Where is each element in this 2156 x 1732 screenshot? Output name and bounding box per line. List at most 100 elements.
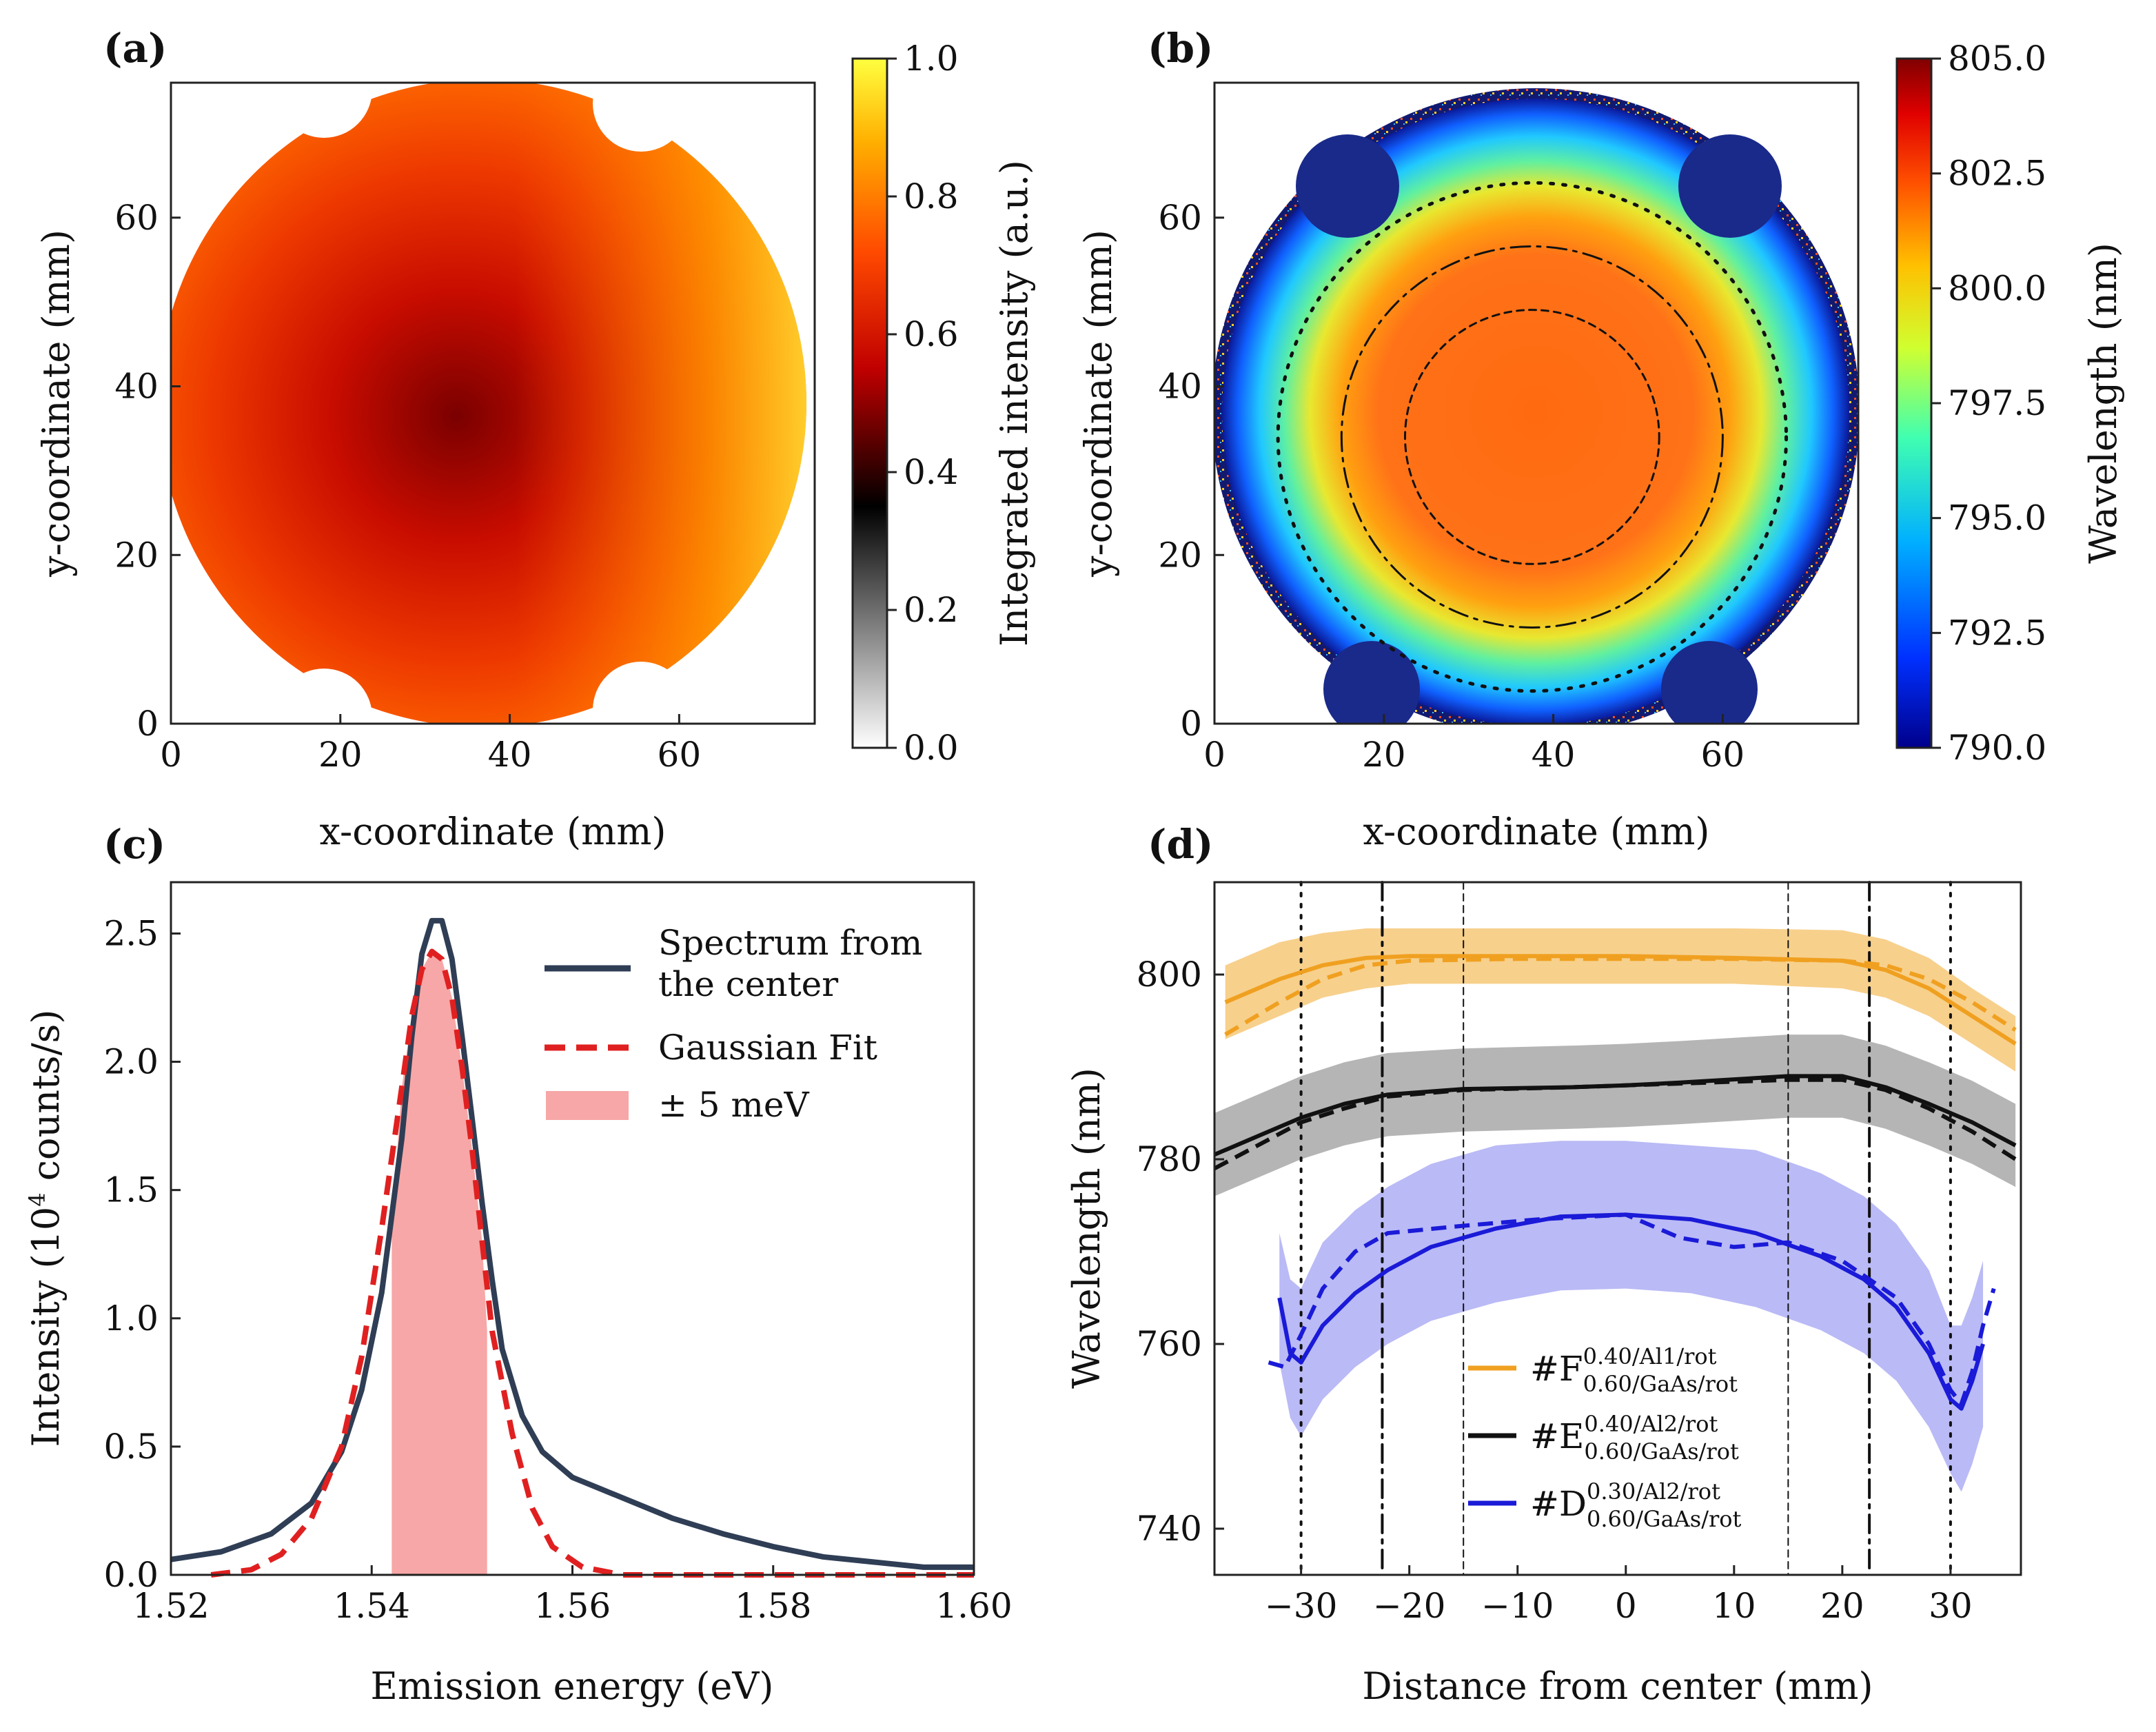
panel-b-notch bbox=[1323, 641, 1420, 724]
panel-c-ylabel: Intensity (104 counts/s) bbox=[24, 1010, 68, 1447]
y-tick-label: 0.0 bbox=[103, 1555, 159, 1595]
spectrum-line bbox=[170, 917, 974, 1570]
colorbar-tick-label: 800.0 bbox=[1948, 268, 2046, 308]
panel-d-legend: #F0.40/Al1/rot 0.60/GaAs/rot #E0.40/Al2/ro… bbox=[1468, 1343, 1742, 1532]
panel-d-ylabel: Wavelength (nm) bbox=[1065, 1068, 1108, 1389]
gaussian-fit-line bbox=[210, 948, 974, 1578]
colorbar-tick-label: 792.5 bbox=[1948, 613, 2046, 653]
colorbar-tick-label: 0.6 bbox=[904, 314, 959, 354]
panel-d-xlabel: Distance from center (mm) bbox=[1362, 1664, 1873, 1708]
y-tick-label: 800 bbox=[1137, 955, 1202, 995]
circle-dashed bbox=[1404, 309, 1660, 565]
y-tick-label: 0.5 bbox=[103, 1427, 159, 1467]
panel-a-colorbar-ticks: 0.0 0.2 0.4 0.6 0.8 1.0 bbox=[887, 39, 959, 768]
colorbar-tick-label: 795.0 bbox=[1948, 498, 2046, 538]
panel-c-ylabel-main: Intensity (10 bbox=[24, 1207, 68, 1447]
x-tick-label: 20 bbox=[1820, 1586, 1864, 1626]
x-tick-label: 1.54 bbox=[334, 1586, 410, 1626]
panel-b-xlabel: x-coordinate (mm) bbox=[1363, 810, 1709, 853]
y-tick-label: 780 bbox=[1137, 1139, 1202, 1179]
panel-b-colorbar-ticks: 790.0 792.5 795.0 797.5 800.0 802.5 805.0 bbox=[1931, 39, 2046, 768]
y-tick-label: 40 bbox=[114, 367, 159, 407]
panel-c-label: (c) bbox=[103, 821, 165, 868]
colorbar-tick-label: 0.8 bbox=[904, 176, 959, 216]
band-area bbox=[391, 951, 487, 1575]
panel-b: (b) 0 20 40 60 0 20 40 60 x-coordinate (mm) y-c… bbox=[1077, 25, 2125, 853]
panel-b-colorbar bbox=[1895, 57, 1933, 749]
x-tick-label: 0 bbox=[1615, 1586, 1637, 1626]
colorbar-tick-label: 1.0 bbox=[904, 39, 959, 79]
y-tick-label: 40 bbox=[1158, 367, 1202, 407]
panel-b-notch bbox=[1296, 134, 1399, 238]
x-tick-label: −10 bbox=[1481, 1586, 1554, 1626]
colorbar-tick-label: 802.5 bbox=[1948, 154, 2046, 194]
x-tick-label: −20 bbox=[1373, 1586, 1446, 1626]
y-tick-label: 2.5 bbox=[103, 913, 159, 953]
x-tick-label: 1.58 bbox=[735, 1586, 811, 1626]
y-tick-label: 0 bbox=[136, 704, 159, 744]
panel-a-notch bbox=[593, 662, 689, 724]
legend-label-spectrum: Spectrum from bbox=[658, 923, 922, 963]
legend-label-gaussian: Gaussian Fit bbox=[658, 1028, 877, 1068]
y-tick-label: 740 bbox=[1137, 1509, 1202, 1549]
colorbar-tick-label: 0.4 bbox=[904, 452, 959, 492]
panel-a-colorbar-label: Integrated intensity (a.u.) bbox=[993, 160, 1036, 646]
panel-d-plot: −30 −20 −10 0 10 20 30 740 760 780 800 bbox=[1137, 881, 2017, 1626]
circle-dashdot bbox=[1340, 245, 1724, 629]
series-dashed-D bbox=[1268, 1212, 1996, 1407]
panel-a-colorbar bbox=[851, 57, 888, 749]
x-tick-label: 60 bbox=[658, 735, 702, 775]
panel-d-label: (d) bbox=[1148, 821, 1213, 868]
series-line-F bbox=[1224, 954, 2017, 1046]
panel-b-colorbar-label: Wavelength (nm) bbox=[2082, 243, 2125, 564]
panel-a-edge-highlight bbox=[171, 83, 806, 724]
colorbar-tick-label: 790.0 bbox=[1948, 728, 2046, 768]
panel-b-axes: 0 20 40 60 0 20 40 60 bbox=[1158, 198, 1745, 775]
legend-label-band: ± 5 meV bbox=[658, 1085, 809, 1125]
legend-label-D: #D0.30/Al2/rot 0.60/GaAs/rot bbox=[1530, 1478, 1742, 1532]
y-tick-label: 760 bbox=[1137, 1324, 1202, 1364]
panel-b-heatmap bbox=[1214, 88, 1858, 724]
series-line-D bbox=[1277, 1212, 1985, 1411]
legend-swatch-band bbox=[546, 1091, 629, 1120]
series-band-F bbox=[1225, 928, 2016, 1072]
x-tick-label: 1.60 bbox=[935, 1586, 1012, 1626]
panel-a-heatmap bbox=[171, 83, 806, 724]
panel-b-axes-frame bbox=[1213, 81, 1860, 725]
panel-a-notch bbox=[276, 83, 372, 138]
x-tick-label: 0 bbox=[160, 735, 182, 775]
panel-c-xlabel: Emission energy (eV) bbox=[371, 1664, 774, 1708]
x-tick-label: 40 bbox=[1532, 735, 1576, 775]
panel-a-axes-frame bbox=[170, 81, 816, 725]
panel-a-ylabel: y-coordinate (mm) bbox=[34, 230, 78, 578]
panel-a-notch bbox=[593, 83, 689, 152]
y-tick-label: 1.0 bbox=[103, 1298, 159, 1338]
legend-label-F: #F0.40/Al1/rot 0.60/GaAs/rot bbox=[1530, 1343, 1738, 1397]
panel-d-axes-frame bbox=[1213, 881, 2022, 1576]
colorbar-tick-label: 805.0 bbox=[1948, 39, 2046, 79]
panel-b-wafer bbox=[1222, 99, 1849, 724]
panel-a-xlabel: x-coordinate (mm) bbox=[319, 810, 666, 853]
panel-c-ylabel-tail: counts/s) bbox=[24, 1010, 68, 1193]
panel-c-plot: 1.52 1.54 1.56 1.58 1.60 0.0 0.5 1.0 1.5 2.0 2.5 bbox=[103, 913, 1012, 1626]
panel-c-ylabel-sup: 4 bbox=[24, 1192, 50, 1206]
legend-label-E: #E0.40/Al2/rot 0.60/GaAs/rot bbox=[1530, 1411, 1739, 1465]
x-tick-label: 40 bbox=[488, 735, 532, 775]
panel-c-legend: Spectrum from the center Gaussian Fit ± … bbox=[545, 923, 922, 1125]
panel-b-notch bbox=[1678, 134, 1782, 238]
panel-b-ylabel: y-coordinate (mm) bbox=[1077, 230, 1120, 578]
circle-dotted bbox=[1276, 181, 1789, 693]
panel-c: (c) 1.52 1.54 1.56 1.58 1.60 0.0 0.5 1.0 1.5 2.0 2… bbox=[24, 821, 1013, 1708]
panel-d: (d) −30 −20 −10 0 10 20 30 740 760 780 800 Distanc… bbox=[1065, 821, 2022, 1708]
panel-b-circles bbox=[1276, 181, 1789, 693]
colorbar-tick-label: 0.2 bbox=[904, 590, 959, 630]
colorbar-tick-label: 0.0 bbox=[904, 728, 959, 768]
panel-b-label: (b) bbox=[1148, 25, 1213, 72]
panel-a-notch bbox=[276, 669, 372, 724]
y-tick-label: 20 bbox=[114, 535, 159, 575]
panel-a-axes: 0 20 40 60 0 20 40 60 bbox=[114, 198, 701, 775]
y-tick-label: 2.0 bbox=[103, 1042, 159, 1082]
x-tick-label: 1.56 bbox=[534, 1586, 611, 1626]
x-tick-label: −30 bbox=[1265, 1586, 1338, 1626]
